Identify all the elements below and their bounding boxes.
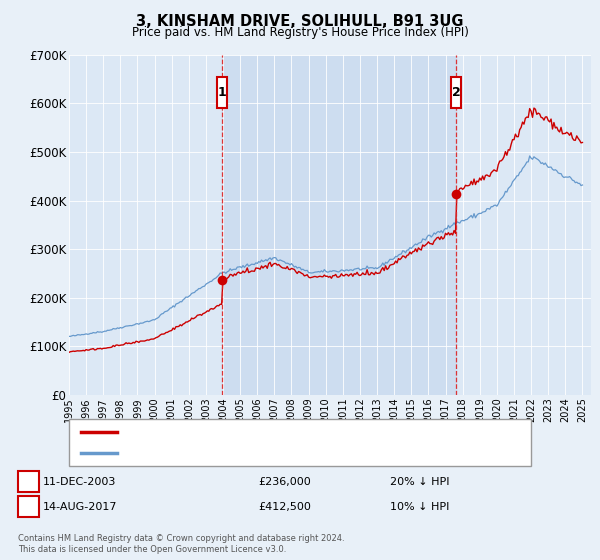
Bar (217, 77, 227, 108)
Text: 1: 1 (24, 475, 32, 488)
Text: 10% ↓ HPI: 10% ↓ HPI (390, 502, 449, 512)
Text: This data is licensed under the Open Government Licence v3.0.: This data is licensed under the Open Gov… (18, 545, 286, 554)
Text: 1: 1 (218, 86, 226, 99)
Text: HPI: Average price, detached house, Solihull: HPI: Average price, detached house, Soli… (126, 448, 357, 458)
Text: 3, KINSHAM DRIVE, SOLIHULL, B91 3UG (detached house): 3, KINSHAM DRIVE, SOLIHULL, B91 3UG (det… (126, 427, 427, 437)
Text: 20% ↓ HPI: 20% ↓ HPI (390, 477, 449, 487)
Text: 11-DEC-2003: 11-DEC-2003 (43, 477, 116, 487)
Text: Price paid vs. HM Land Registry's House Price Index (HPI): Price paid vs. HM Land Registry's House … (131, 26, 469, 39)
Text: £236,000: £236,000 (258, 477, 311, 487)
Text: 14-AUG-2017: 14-AUG-2017 (43, 502, 118, 512)
Text: £412,500: £412,500 (258, 502, 311, 512)
Text: 2: 2 (24, 500, 32, 514)
Text: Contains HM Land Registry data © Crown copyright and database right 2024.: Contains HM Land Registry data © Crown c… (18, 534, 344, 543)
Text: 2: 2 (452, 86, 461, 99)
Bar (451, 77, 461, 108)
Bar (222, 55, 456, 395)
Text: 3, KINSHAM DRIVE, SOLIHULL, B91 3UG: 3, KINSHAM DRIVE, SOLIHULL, B91 3UG (136, 14, 464, 29)
